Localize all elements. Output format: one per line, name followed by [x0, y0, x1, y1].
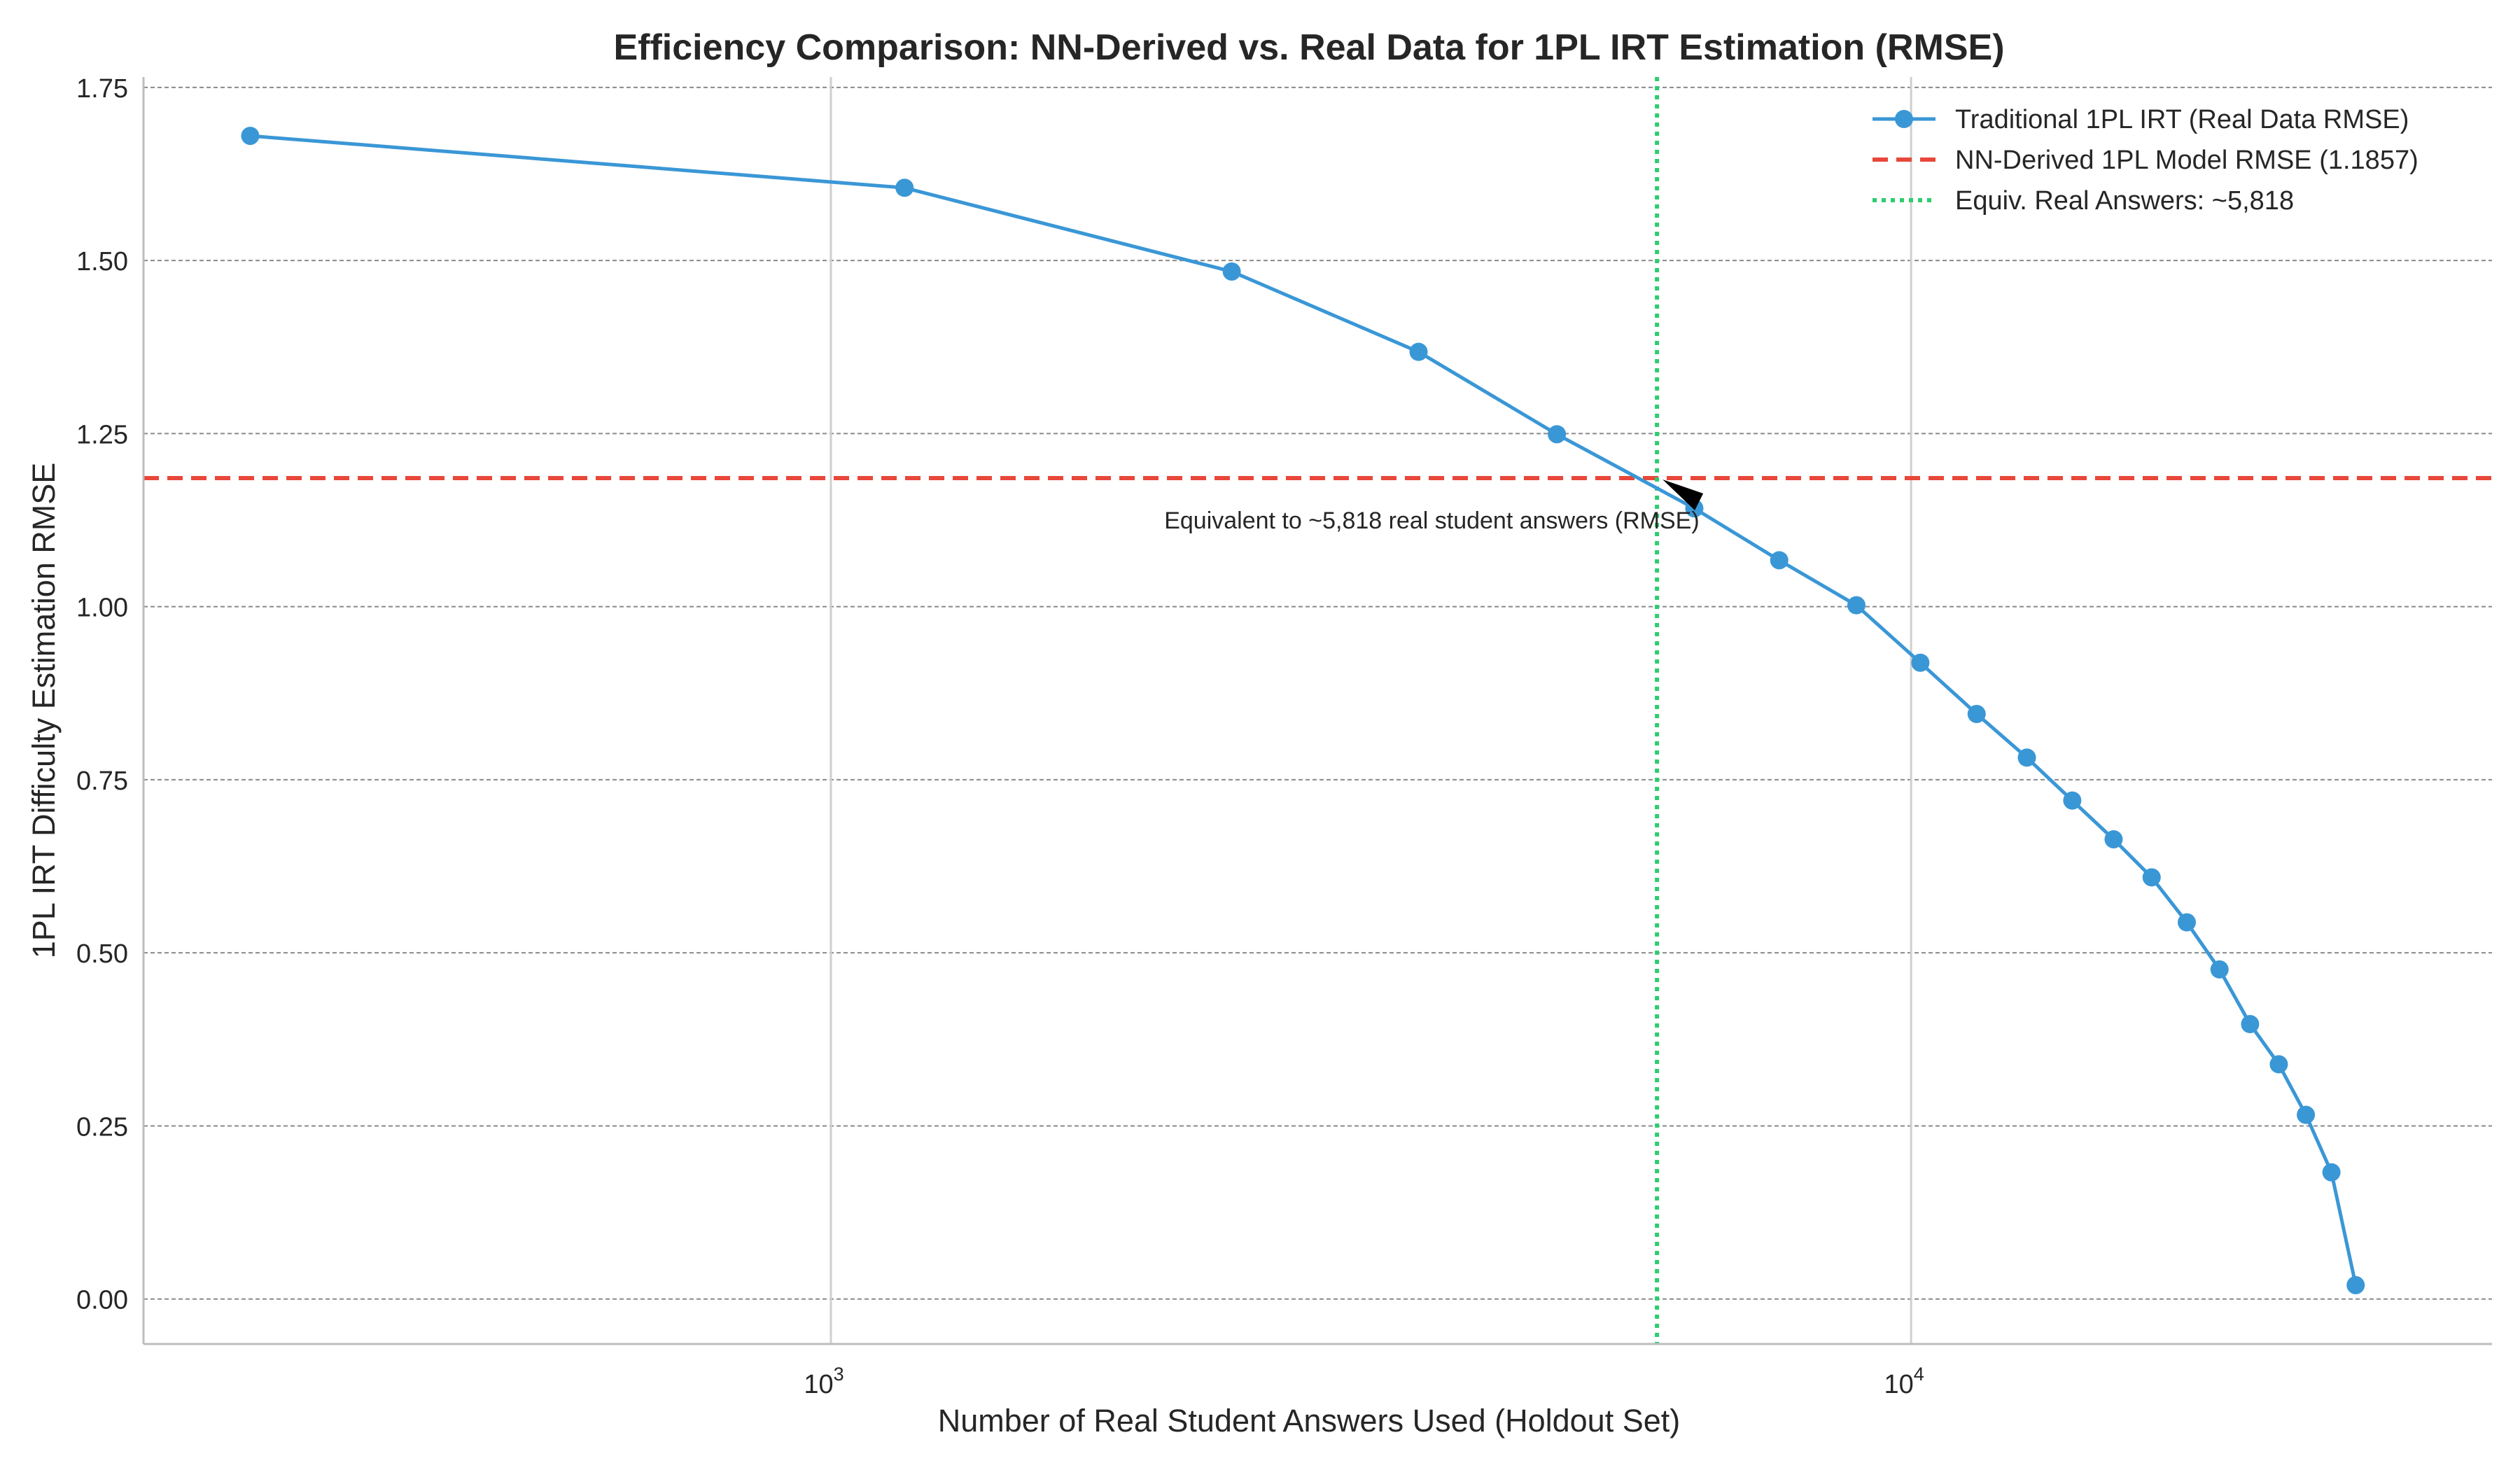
data-point	[2269, 1055, 2288, 1074]
data-point	[1967, 704, 1986, 723]
axes-layer: 0.00 0.25 0.50 0.75 1.00 1.25 1.50 1.75 103 104	[76, 74, 2492, 1399]
y-tick-label: 0.50	[76, 939, 128, 969]
data-point	[2210, 960, 2229, 979]
x-axis-label: Number of Real Student Answers Used (Hol…	[938, 1403, 1681, 1438]
data-point	[2241, 1015, 2260, 1034]
data-point	[1409, 342, 1428, 361]
data-point	[241, 127, 260, 146]
data-point	[2104, 830, 2123, 848]
data-point	[2322, 1163, 2341, 1182]
legend: Traditional 1PL IRT (Real Data RMSE) NN-D…	[1872, 105, 2418, 216]
reference-lines	[144, 77, 2492, 1344]
x-tick-label: 104	[1884, 1364, 1924, 1399]
y-tick-label: 0.00	[76, 1286, 128, 1315]
legend-label: Traditional 1PL IRT (Real Data RMSE)	[1955, 105, 2409, 134]
chart-title: Efficiency Comparison: NN-Derived vs. Re…	[613, 27, 2004, 68]
data-point	[895, 178, 914, 197]
y-axis-label: 1PL IRT Difficulty Estimation RMSE	[26, 463, 62, 959]
x-tick-label: 103	[804, 1364, 844, 1399]
legend-marker-traditional	[1895, 110, 1913, 128]
series-layer	[241, 127, 2365, 1294]
data-point	[1548, 425, 1567, 444]
data-point	[2142, 868, 2161, 887]
y-tick-label: 0.75	[76, 766, 128, 796]
data-point	[1847, 596, 1866, 615]
data-point	[2346, 1275, 2365, 1294]
y-tick-label: 1.50	[76, 247, 128, 276]
annotation-text: Equivalent to ~5,818 real student answer…	[1164, 507, 1699, 534]
data-point	[2297, 1105, 2316, 1124]
data-point	[1911, 653, 1930, 672]
grid-layer	[144, 77, 2492, 1344]
annotation-layer: Equivalent to ~5,818 real student answer…	[1164, 479, 1704, 534]
data-point	[1770, 551, 1788, 570]
data-point	[1222, 262, 1241, 281]
legend-label: NN-Derived 1PL Model RMSE (1.1857)	[1955, 146, 2418, 175]
data-point	[2178, 913, 2197, 932]
y-tick-label: 1.25	[76, 420, 128, 449]
data-point	[2063, 791, 2082, 810]
y-tick-label: 0.25	[76, 1112, 128, 1142]
legend-label: Equiv. Real Answers: ~5,818	[1955, 186, 2294, 216]
y-tick-label: 1.75	[76, 74, 128, 104]
y-tick-label: 1.00	[76, 594, 128, 623]
annotation-arrow	[1662, 479, 1704, 510]
data-point	[2017, 748, 2036, 767]
